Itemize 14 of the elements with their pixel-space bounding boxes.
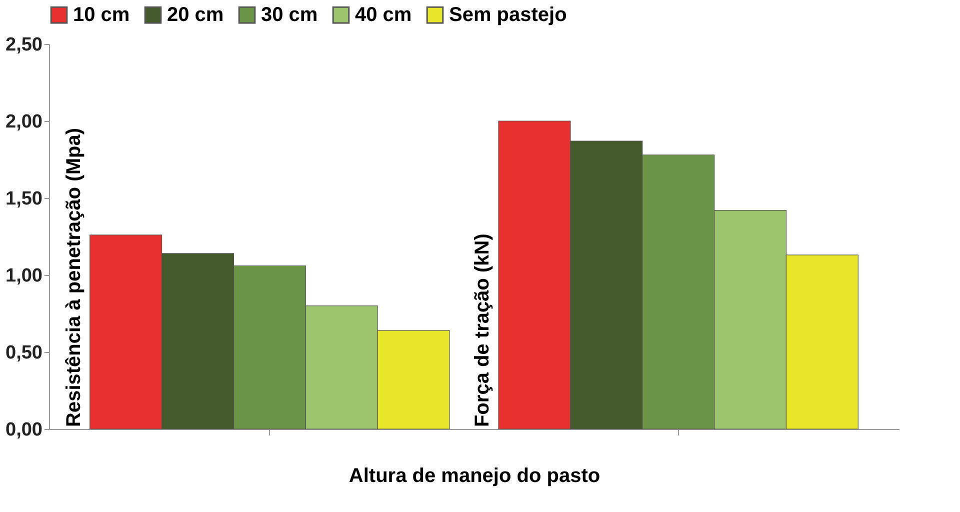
annotation: Força de tração (kN) (472, 234, 494, 427)
legend-label: 30 cm (261, 4, 318, 26)
legend-label: 20 cm (167, 4, 224, 26)
y-tick-label: 1,50 (6, 188, 42, 210)
x-axis-title: Altura de manejo do pasto (348, 465, 600, 487)
legend-label: Sem pastejo (449, 4, 567, 26)
y-tick-label: 0,50 (6, 342, 42, 364)
y-tick-label: 2,00 (6, 112, 42, 132)
legend-label: 10 cm (73, 4, 130, 26)
annotation: Resistência à penetração (Mpa) (62, 128, 85, 427)
y-tick-label: 1,00 (6, 266, 42, 286)
y-tick-label: 2,50 (6, 34, 42, 56)
legend-label: 40 cm (355, 4, 412, 26)
y-tick-label: 0,00 (6, 420, 42, 440)
